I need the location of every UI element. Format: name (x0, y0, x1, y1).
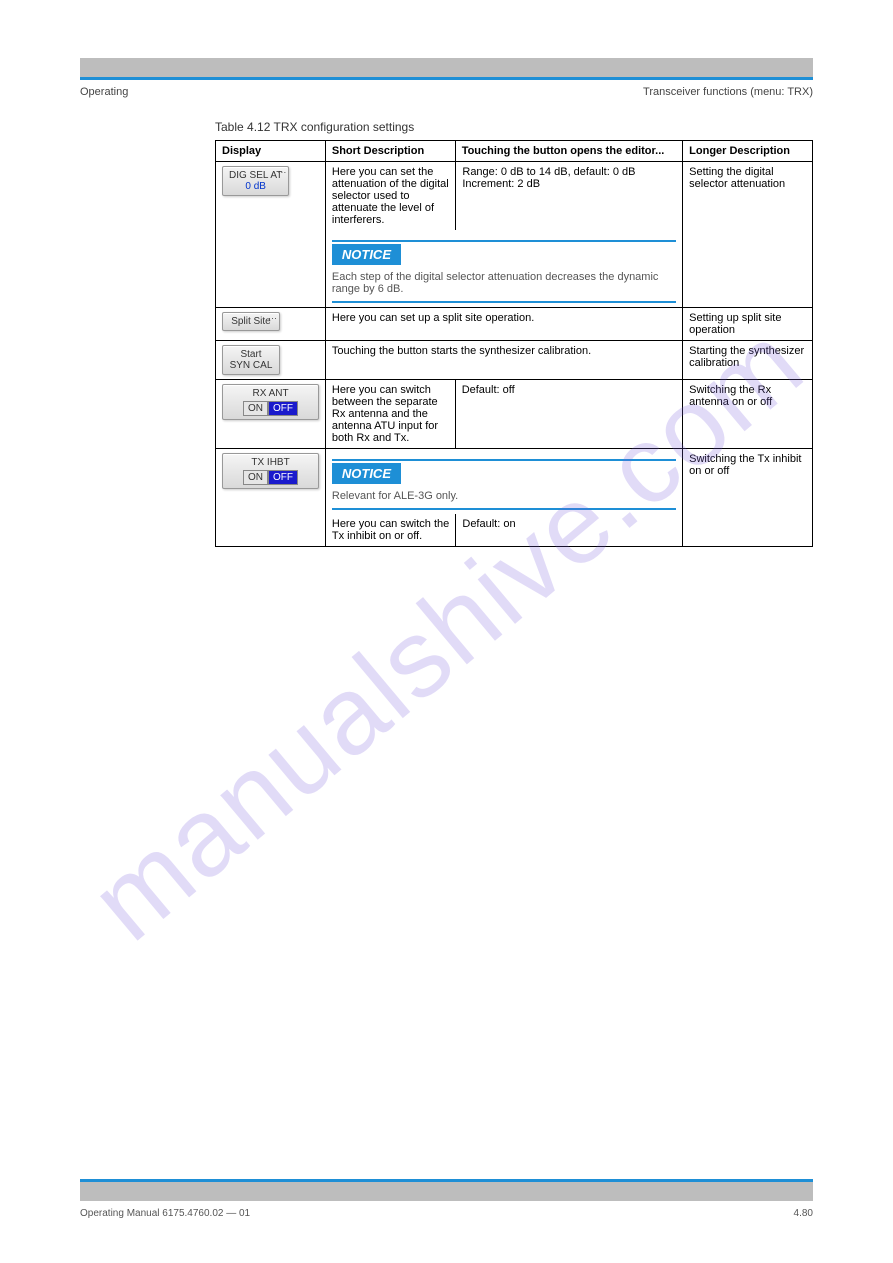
button-label: Split Site (231, 316, 270, 327)
button-label: TX IHBT (251, 457, 289, 468)
cell-range: Default: off (455, 380, 682, 449)
cell-desc: Switching the Rx antenna on or off (683, 380, 813, 449)
footer-row: Operating Manual 6175.4760.02 — 01 4.80 (80, 1208, 813, 1219)
split-site-button[interactable]: Split Site ⋯ (222, 312, 280, 331)
col-long: Touching the button opens the editor... (455, 141, 682, 162)
cell-short: Here you can switch between the separate… (325, 380, 455, 449)
header-row: Operating Transceiver functions (menu: T… (80, 86, 813, 98)
cell-display: RX ANT ONOFF (216, 380, 326, 449)
start-syn-cal-button[interactable]: Start SYN CAL (222, 345, 280, 375)
table-title: Table 4.12 TRX configuration settings (215, 120, 414, 134)
on-off-toggle[interactable]: ONOFF (243, 401, 298, 416)
notice-text: Relevant for ALE-3G only. (332, 490, 676, 502)
header-band (80, 58, 813, 80)
header-right: Transceiver functions (menu: TRX) (643, 86, 813, 98)
off-label: OFF (268, 470, 298, 485)
footer-band (80, 1179, 813, 1201)
button-label: RX ANT (252, 388, 288, 399)
button-label: Start (240, 349, 261, 360)
rx-ant-button[interactable]: RX ANT ONOFF (222, 384, 319, 420)
button-value: 0 dB (229, 181, 282, 192)
col-short: Short Description (325, 141, 455, 162)
cell-desc: Starting the synthesizer calibration (683, 341, 813, 380)
dig-sel-at-button[interactable]: DIG SEL AT 0 dB ⋯ (222, 166, 289, 196)
col-desc: Longer Description (683, 141, 813, 162)
table-row: TX IHBT ONOFF NOTICE Relevant for ALE-3G… (216, 449, 813, 547)
table-row: DIG SEL AT 0 dB ⋯ Here you can set the a… (216, 162, 813, 308)
tx-ihbt-button[interactable]: TX IHBT ONOFF (222, 453, 319, 489)
cell-display: Split Site ⋯ (216, 308, 326, 341)
off-label: OFF (268, 401, 298, 416)
header-left: Operating (80, 86, 128, 98)
ellipsis-icon: ⋯ (268, 313, 277, 324)
table-header-row: Display Short Description Touching the b… (216, 141, 813, 162)
cell-range: Range: 0 dB to 14 dB, default: 0 dB Incr… (456, 162, 682, 230)
on-label: ON (243, 401, 268, 416)
cell-short: Here you can set the attenuation of the … (326, 162, 456, 230)
cell-desc: Switching the Tx inhibit on or off (683, 449, 813, 547)
cell-short: Here you can set up a split site operati… (325, 308, 682, 341)
notice-text: Each step of the digital selector attenu… (332, 271, 676, 295)
cell-desc: Setting the digital selector attenuation (683, 162, 813, 308)
cell-range: Default: on (456, 514, 682, 546)
table-row: RX ANT ONOFF Here you can switch between… (216, 380, 813, 449)
on-off-toggle[interactable]: ONOFF (243, 470, 298, 485)
button-label-2: SYN CAL (230, 360, 273, 371)
on-label: ON (243, 470, 268, 485)
cell-display: Start SYN CAL (216, 341, 326, 380)
footer-right: 4.80 (794, 1208, 813, 1219)
table-row: Split Site ⋯ Here you can set up a split… (216, 308, 813, 341)
cell-display: TX IHBT ONOFF (216, 449, 326, 547)
footer-left: Operating Manual 6175.4760.02 — 01 (80, 1208, 250, 1219)
notice-badge: NOTICE (332, 244, 401, 265)
cell-short: Touching the button starts the synthesiz… (325, 341, 682, 380)
notice-badge: NOTICE (332, 463, 401, 484)
button-label: DIG SEL AT (229, 170, 282, 181)
cell-short: Here you can switch the Tx inhibit on or… (326, 514, 456, 546)
cell-desc: Setting up split site operation (683, 308, 813, 341)
settings-table: Display Short Description Touching the b… (215, 140, 813, 547)
cell-display: DIG SEL AT 0 dB ⋯ (216, 162, 326, 308)
ellipsis-icon: ⋯ (277, 167, 286, 178)
table-row: Start SYN CAL Touching the button starts… (216, 341, 813, 380)
col-display: Display (216, 141, 326, 162)
